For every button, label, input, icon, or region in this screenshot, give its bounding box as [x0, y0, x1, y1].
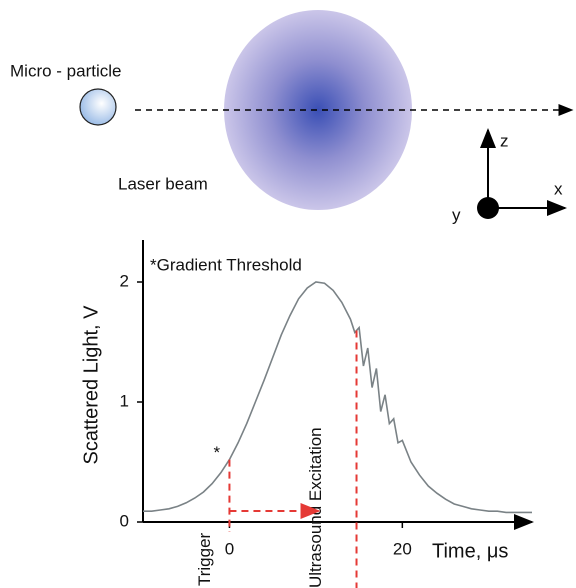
annotation: *Gradient Threshold — [150, 255, 302, 274]
event-label: Trigger — [195, 532, 214, 586]
particle-label: Micro - particle — [10, 61, 121, 80]
signal-line — [143, 281, 532, 514]
x-axis-label: Time, μs — [432, 540, 508, 562]
x-tick-label: 0 — [225, 539, 234, 558]
particle — [79, 88, 117, 126]
z-label: z — [500, 131, 509, 150]
y-tick-label: 2 — [120, 271, 129, 290]
beam-label: Laser beam — [118, 174, 208, 193]
x-tick-label: 20 — [393, 539, 412, 558]
y-dot — [477, 197, 499, 219]
threshold-marker: * — [213, 443, 220, 462]
laser-beam — [224, 10, 412, 210]
event-label: Ultrasound Excitation — [306, 427, 325, 588]
y-tick-label: 1 — [120, 391, 129, 410]
y-tick-label: 0 — [120, 511, 129, 530]
y-label: y — [452, 205, 461, 224]
x-label: x — [554, 179, 563, 198]
y-axis-label: Scattered Light, V — [80, 305, 102, 465]
